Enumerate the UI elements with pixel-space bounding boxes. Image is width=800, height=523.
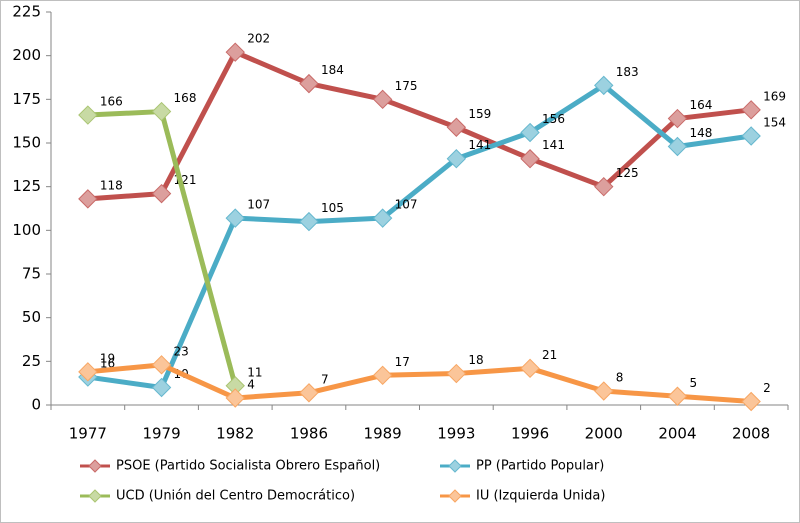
data-point: [741, 100, 761, 120]
y-tick-label: 50: [22, 308, 41, 326]
x-tick-label: 1982: [216, 425, 254, 443]
data-point: [594, 176, 614, 197]
data-point: [520, 149, 540, 169]
x-tick-label: 1993: [437, 425, 475, 443]
data-label: 148: [689, 126, 712, 140]
data-label: 164: [689, 98, 712, 112]
y-tick-label: 225: [12, 3, 41, 21]
y-tick-label: 100: [12, 221, 41, 239]
data-point: [78, 105, 98, 125]
data-point: [372, 89, 393, 110]
y-tick-label: 75: [22, 265, 41, 283]
series-line: [87, 82, 752, 391]
data-label: 202: [247, 32, 270, 46]
data-point: [667, 108, 688, 129]
data-label: 169: [763, 89, 786, 103]
data-label: 8: [616, 371, 624, 385]
x-tick-label: 2000: [585, 425, 623, 443]
data-label: 4: [247, 378, 255, 392]
data-label: 156: [542, 112, 565, 126]
data-point: [151, 101, 172, 122]
data-point: [78, 189, 98, 209]
legend-marker: [88, 489, 102, 503]
data-point: [225, 42, 245, 62]
data-point: [225, 208, 245, 228]
data-label: 125: [616, 166, 639, 180]
data-label: 154: [763, 116, 786, 130]
data-point: [446, 117, 467, 137]
data-point: [78, 362, 98, 382]
data-point: [151, 377, 172, 398]
x-tick-label: 1986: [290, 425, 328, 443]
data-label: 107: [395, 198, 418, 212]
legend-label: PP (Partido Popular): [476, 459, 604, 474]
data-point: [225, 388, 245, 408]
data-label: 2: [763, 381, 771, 395]
x-tick-label: 1989: [364, 425, 402, 443]
data-point: [299, 211, 319, 232]
data-point: [667, 386, 688, 406]
legend-marker: [448, 459, 462, 473]
data-label: 168: [174, 91, 197, 105]
data-label: 105: [321, 201, 344, 215]
x-tick-label: 1979: [142, 425, 180, 443]
x-tick-label: 2004: [658, 425, 696, 443]
data-label: 159: [468, 107, 491, 121]
data-label: 141: [468, 138, 491, 152]
data-label: 11: [247, 365, 262, 379]
data-label: 184: [321, 63, 344, 77]
data-label: 18: [468, 353, 483, 367]
data-label: 17: [395, 355, 410, 369]
data-label: 141: [542, 138, 565, 152]
series-line: [87, 49, 752, 202]
x-tick-label: 1977: [69, 425, 107, 443]
data-point: [520, 122, 540, 143]
y-tick-label: 25: [22, 352, 41, 370]
data-point: [372, 365, 393, 386]
data-label: 21: [542, 348, 557, 362]
data-point: [667, 136, 688, 157]
y-tick-label: 150: [12, 134, 41, 152]
data-point: [151, 183, 172, 204]
data-label: 118: [100, 178, 123, 192]
x-tick-label: 1996: [511, 425, 549, 443]
data-point: [372, 208, 393, 228]
legend-label: UCD (Unión del Centro Democrático): [116, 489, 355, 504]
data-point: [299, 73, 319, 94]
data-point: [741, 126, 761, 146]
legend-label: IU (Izquierda Unida): [476, 489, 605, 504]
data-point: [446, 149, 467, 169]
data-point: [520, 358, 540, 379]
data-label: 7: [321, 372, 329, 386]
y-tick-label: 125: [12, 177, 41, 195]
legend-label: PSOE (Partido Socialista Obrero Español): [116, 459, 380, 474]
series-line: [87, 362, 752, 405]
data-point: [594, 75, 614, 96]
data-label: 5: [689, 376, 697, 390]
legend-marker: [88, 459, 102, 473]
data-label: 23: [174, 344, 189, 358]
data-label: 183: [616, 65, 639, 79]
y-tick-label: 0: [31, 396, 41, 414]
data-point: [741, 391, 761, 412]
data-label: 16: [100, 357, 115, 371]
data-point: [594, 381, 614, 401]
y-tick-label: 175: [12, 90, 41, 108]
data-label: 19: [100, 351, 115, 365]
legend-marker: [448, 489, 462, 503]
data-label: 107: [247, 198, 270, 212]
data-point: [446, 363, 467, 384]
x-tick-label: 2008: [732, 425, 770, 443]
y-tick-label: 200: [12, 46, 41, 64]
data-point: [151, 355, 172, 375]
data-label: 175: [395, 79, 418, 93]
data-label: 166: [100, 95, 123, 109]
data-point: [299, 383, 319, 403]
